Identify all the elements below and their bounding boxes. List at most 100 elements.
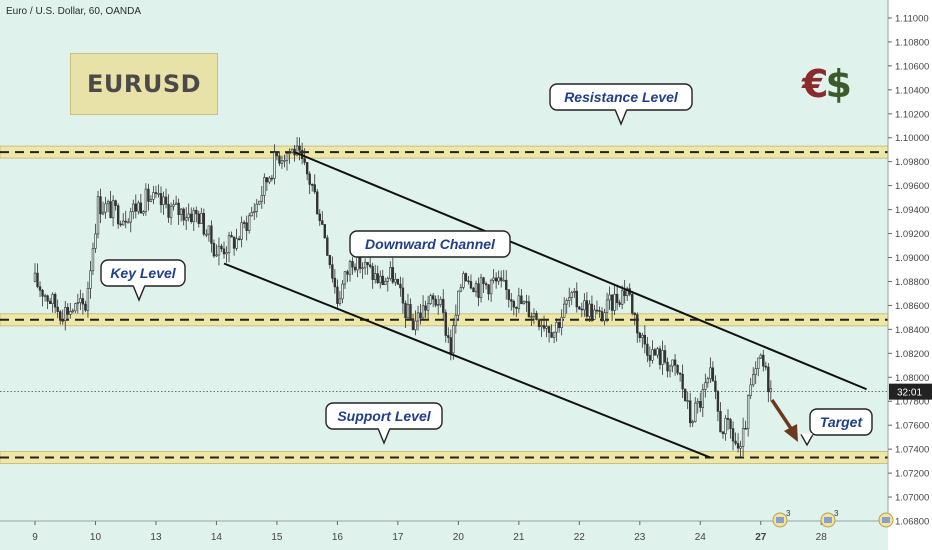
candle-body	[298, 145, 301, 151]
candle-body	[487, 284, 490, 295]
candle-body	[58, 311, 62, 321]
candle-body	[721, 431, 725, 435]
candle-body	[459, 287, 463, 292]
candle-body	[285, 153, 289, 161]
candle-body	[653, 349, 657, 356]
candle-body	[84, 303, 87, 311]
candle-body	[424, 305, 427, 311]
candle-body	[719, 411, 722, 433]
target-arrow-shaft	[770, 399, 794, 431]
candle-body	[691, 421, 694, 424]
calendar-event-icon: 3	[820, 509, 839, 528]
candle-body	[467, 280, 470, 283]
time-tick-label: 9	[32, 532, 38, 543]
candle-body	[631, 294, 634, 314]
candle-body	[434, 298, 437, 306]
candle-body	[769, 388, 773, 393]
candle-body	[482, 277, 485, 284]
candle-body	[633, 312, 636, 315]
candle-body	[442, 298, 445, 313]
candle-body	[489, 279, 493, 295]
candle-body	[38, 286, 42, 291]
candle-body	[406, 304, 410, 319]
title-box: EURUSD	[70, 53, 218, 115]
candle-body	[751, 374, 755, 386]
candle-body	[651, 349, 654, 361]
candle-body	[127, 221, 130, 224]
candle-body	[462, 273, 465, 288]
candle-body	[366, 262, 369, 266]
price-tick-label: 1.08400	[895, 325, 929, 336]
candle-body	[396, 278, 400, 285]
candle-body	[681, 373, 684, 390]
candle-body	[595, 309, 599, 312]
resistance-callout: Resistance Level	[549, 83, 693, 126]
candle-body	[182, 208, 185, 221]
candle-body	[676, 364, 679, 374]
candle-body	[550, 332, 553, 338]
candle-body	[580, 308, 584, 311]
candle-body	[169, 205, 173, 218]
candle-body	[494, 277, 498, 282]
candle-body	[542, 325, 546, 329]
candle-body	[310, 184, 314, 186]
candle-body	[711, 367, 715, 382]
candle-body	[192, 210, 195, 222]
candle-body	[116, 205, 120, 225]
candle-body	[187, 213, 190, 218]
candle-body	[99, 196, 102, 215]
candle-body	[205, 233, 208, 236]
candle-body	[472, 287, 475, 293]
candle-body	[474, 283, 478, 293]
target-callout: Target	[800, 408, 873, 447]
candle-body	[469, 281, 473, 289]
candle-body	[593, 309, 596, 320]
candle-body	[535, 313, 538, 320]
candle-body	[686, 400, 689, 403]
candle-body	[603, 312, 606, 322]
candle-body	[401, 287, 405, 304]
candle-body	[668, 365, 672, 372]
candle-body	[86, 288, 90, 311]
candle-body	[429, 295, 432, 304]
candle-body	[373, 273, 377, 280]
candle-body	[688, 400, 692, 424]
candle-body	[303, 158, 306, 163]
candle-body	[207, 225, 211, 235]
candle-body	[600, 311, 604, 322]
candle-body	[154, 192, 158, 194]
candle-body	[673, 359, 677, 366]
candle-body	[394, 278, 397, 283]
candle-body	[137, 202, 140, 212]
candle-body	[338, 298, 342, 304]
candle-body	[507, 289, 510, 300]
candle-body	[76, 302, 80, 304]
candle-body	[172, 204, 175, 207]
time-axis	[0, 521, 888, 550]
candle-body	[323, 224, 326, 239]
candle-body	[56, 306, 59, 312]
symbol-label: Euro / U.S. Dollar, 60, OANDA	[6, 6, 142, 17]
candle-body	[444, 312, 447, 336]
candle-body	[411, 318, 415, 331]
time-tick-label: 13	[150, 532, 162, 543]
candle-body	[316, 191, 319, 215]
candle-body	[336, 286, 339, 304]
candle-body	[547, 326, 551, 333]
candle-body	[43, 295, 47, 297]
candle-body	[530, 316, 533, 318]
candle-body	[200, 213, 203, 224]
candle-body	[351, 261, 354, 268]
candle-body	[560, 317, 563, 328]
price-tick-label: 1.09800	[895, 157, 929, 168]
candle-body	[696, 401, 699, 404]
candle-body	[636, 314, 639, 334]
candle-body	[421, 305, 425, 319]
candle-body	[46, 295, 49, 302]
candle-body	[371, 266, 374, 280]
candle-body	[499, 277, 503, 281]
candle-body	[452, 325, 455, 354]
price-tick-label: 1.08000	[895, 373, 929, 384]
candle-body	[545, 326, 548, 329]
candle-body	[341, 283, 344, 300]
